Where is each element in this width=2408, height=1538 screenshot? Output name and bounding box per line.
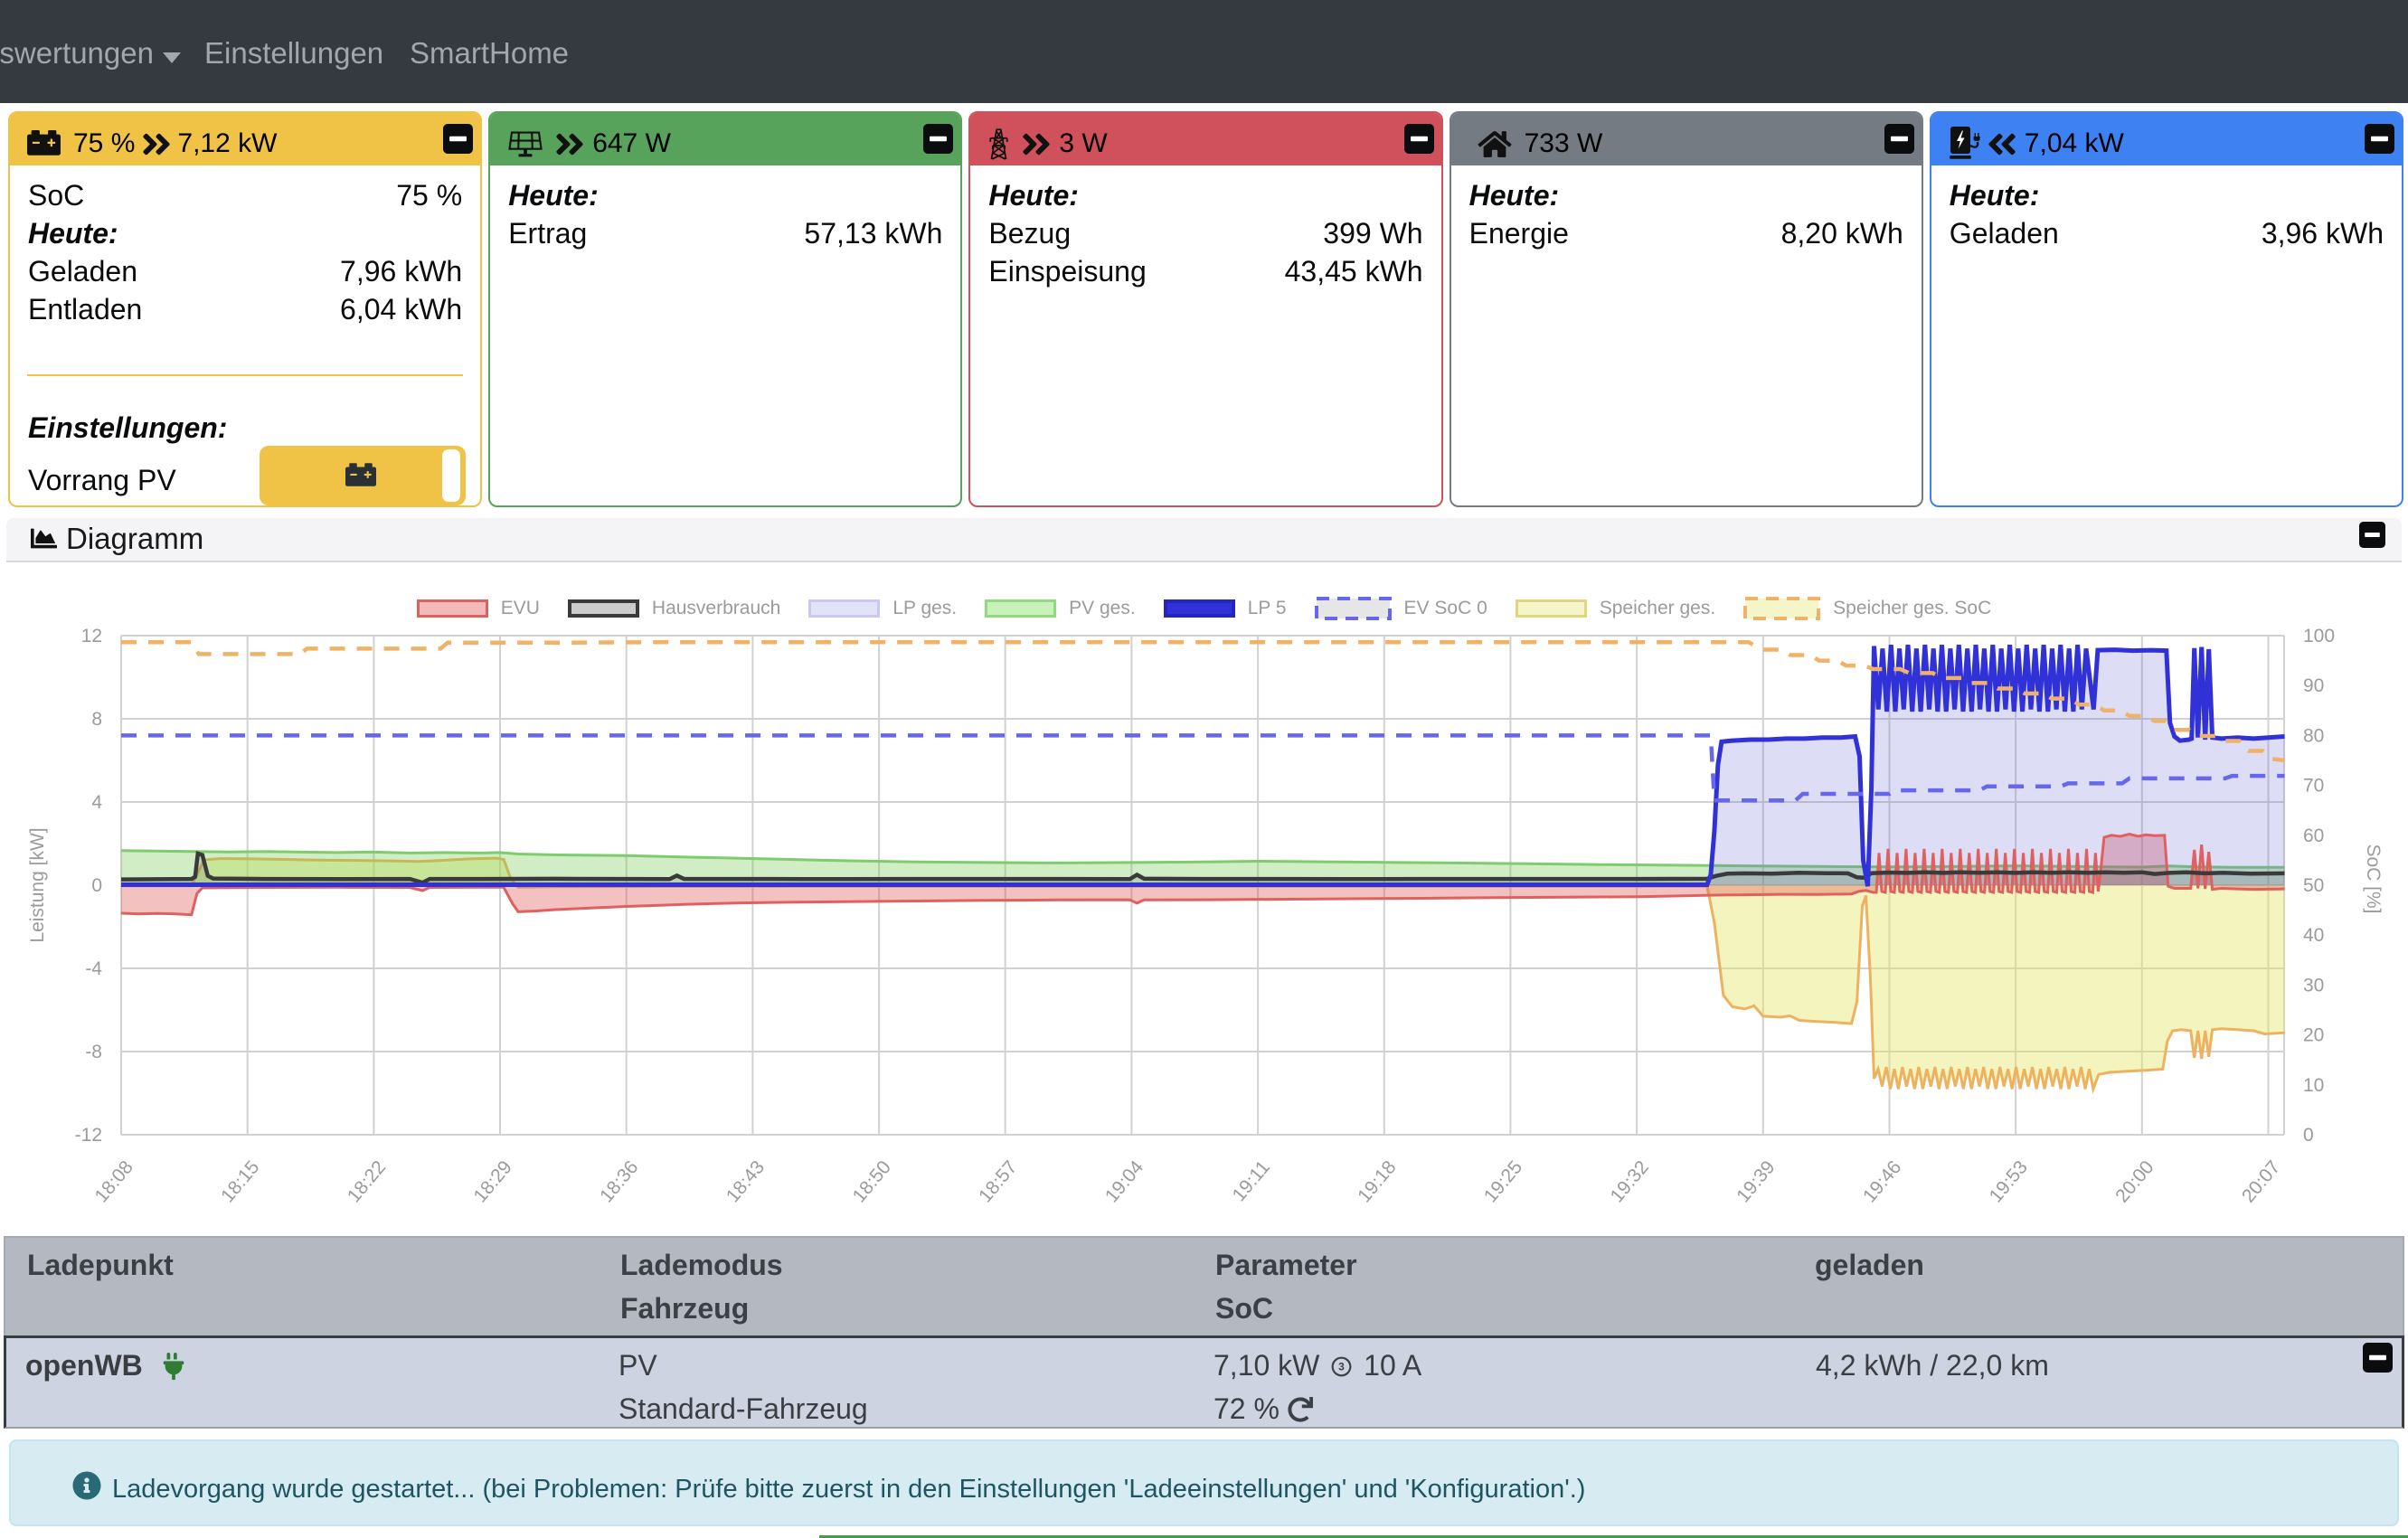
- svg-text:90: 90: [2303, 675, 2324, 696]
- svg-text:19:04: 19:04: [1101, 1156, 1148, 1206]
- svg-text:SoC [%]: SoC [%]: [2363, 844, 2384, 913]
- svg-text:20:07: 20:07: [2238, 1156, 2284, 1206]
- svg-text:80: 80: [2303, 725, 2324, 746]
- svg-text:18:08: 18:08: [90, 1156, 137, 1206]
- svg-text:18:15: 18:15: [217, 1156, 263, 1206]
- svg-text:18:36: 18:36: [596, 1156, 642, 1206]
- svg-text:20:00: 20:00: [2111, 1156, 2158, 1206]
- svg-text:70: 70: [2303, 776, 2324, 797]
- svg-text:19:53: 19:53: [1986, 1156, 2032, 1206]
- svg-text:18:57: 18:57: [975, 1156, 1021, 1206]
- svg-text:-4: -4: [85, 958, 102, 979]
- svg-text:-8: -8: [85, 1042, 102, 1062]
- svg-text:0: 0: [2303, 1125, 2314, 1146]
- svg-text:-12: -12: [75, 1125, 102, 1146]
- svg-text:19:39: 19:39: [1733, 1156, 1779, 1206]
- svg-text:19:18: 19:18: [1354, 1156, 1400, 1206]
- svg-text:18:22: 18:22: [344, 1156, 390, 1206]
- svg-text:19:32: 19:32: [1607, 1156, 1653, 1206]
- svg-text:19:46: 19:46: [1859, 1156, 1905, 1206]
- svg-text:19:11: 19:11: [1229, 1156, 1274, 1205]
- svg-text:100: 100: [2303, 626, 2335, 646]
- svg-text:18:50: 18:50: [849, 1156, 895, 1206]
- svg-text:18:43: 18:43: [722, 1156, 769, 1206]
- svg-text:12: 12: [81, 626, 102, 646]
- svg-text:10: 10: [2303, 1075, 2324, 1096]
- svg-text:20: 20: [2303, 1025, 2324, 1046]
- svg-text:18:29: 18:29: [469, 1156, 515, 1206]
- svg-text:40: 40: [2303, 925, 2324, 946]
- svg-text:8: 8: [91, 709, 102, 730]
- svg-text:Leistung [kW]: Leistung [kW]: [27, 827, 48, 942]
- svg-text:3: 3: [1338, 1360, 1345, 1373]
- svg-text:30: 30: [2303, 975, 2324, 995]
- svg-text:19:25: 19:25: [1480, 1156, 1526, 1206]
- svg-text:4: 4: [91, 792, 102, 813]
- svg-text:60: 60: [2303, 826, 2324, 846]
- svg-text:50: 50: [2303, 875, 2324, 896]
- svg-text:0: 0: [91, 875, 102, 896]
